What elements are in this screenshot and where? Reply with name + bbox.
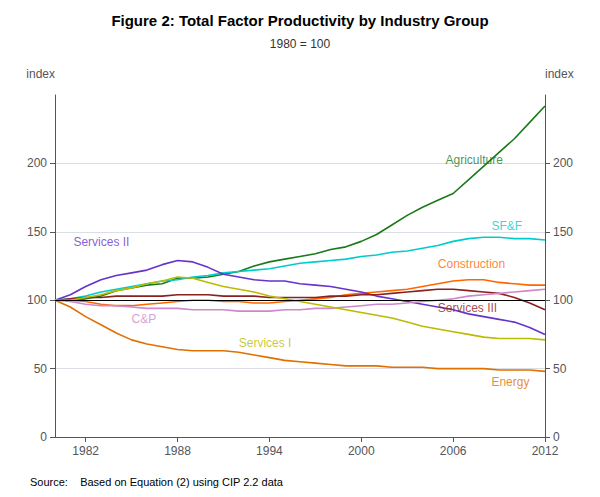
- svg-text:2006: 2006: [440, 444, 467, 458]
- svg-text:200: 200: [553, 156, 573, 170]
- svg-text:Energy: Energy: [491, 375, 529, 389]
- svg-text:Figure 2: Total Factor Product: Figure 2: Total Factor Productivity by I…: [111, 12, 488, 29]
- svg-text:index: index: [26, 67, 55, 81]
- svg-text:index: index: [545, 67, 574, 81]
- svg-text:0: 0: [553, 430, 560, 444]
- svg-text:Services III: Services III: [438, 301, 497, 315]
- svg-text:Services II: Services II: [73, 235, 129, 249]
- svg-text:1980 = 100: 1980 = 100: [270, 37, 331, 51]
- svg-text:1994: 1994: [256, 444, 283, 458]
- svg-text:Agriculture: Agriculture: [445, 153, 503, 167]
- svg-text:C&P: C&P: [132, 312, 157, 326]
- svg-text:200: 200: [27, 156, 47, 170]
- svg-text:150: 150: [27, 225, 47, 239]
- svg-text:Services I: Services I: [239, 336, 292, 350]
- svg-text:50: 50: [34, 362, 48, 376]
- svg-text:Source: Based on Equation (: Source: Based on Equation (2) using CIP …: [30, 476, 284, 488]
- svg-text:2012: 2012: [532, 444, 559, 458]
- svg-text:50: 50: [553, 362, 567, 376]
- svg-text:100: 100: [27, 293, 47, 307]
- svg-text:150: 150: [553, 225, 573, 239]
- svg-text:1982: 1982: [72, 444, 99, 458]
- svg-text:Construction: Construction: [438, 257, 505, 271]
- svg-text:100: 100: [553, 293, 573, 307]
- svg-text:1988: 1988: [164, 444, 191, 458]
- svg-text:0: 0: [40, 430, 47, 444]
- svg-text:SF&F: SF&F: [491, 219, 522, 233]
- svg-text:2000: 2000: [348, 444, 375, 458]
